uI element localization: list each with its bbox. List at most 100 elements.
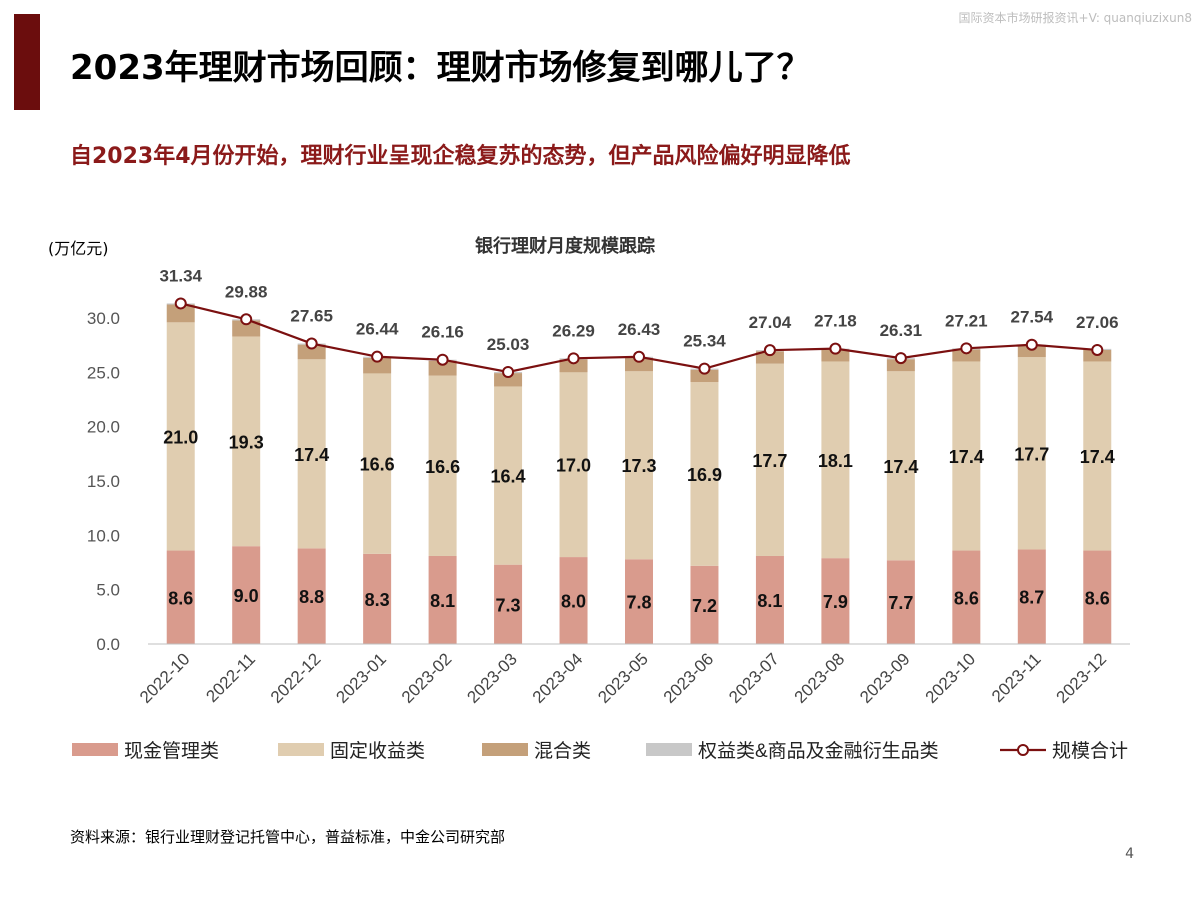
data-label-cash: 8.6 [168,588,193,608]
total-point [1025,338,1038,351]
data-label-total: 27.65 [290,307,333,326]
bar-segment-1 [428,555,457,644]
data-label-total: 27.18 [814,312,857,331]
data-label-cash: 7.8 [626,593,651,613]
data-label-fixed-income: 17.3 [621,456,656,476]
total-point [174,297,187,310]
title-accent-bar [14,14,40,110]
page-number: 4 [1125,846,1134,862]
bar-segment-2 [297,359,326,549]
bar-segment-1 [297,548,326,644]
y-tick-label: 25.0 [87,363,120,382]
data-label-fixed-income: 17.4 [883,457,918,477]
bar-segment-1 [690,565,719,644]
bar-segment-1 [559,557,588,644]
data-label-cash: 7.7 [888,593,913,613]
legend-label: 权益类&商品及金融衍生品类 [698,740,939,762]
bar-segment-2 [625,371,653,560]
bar-segment-1 [1017,549,1046,644]
x-tick-label: 2022-10 [136,649,194,707]
x-tick-label: 2023-03 [463,649,521,707]
legend-swatch [72,743,118,756]
x-tick-label: 2023-09 [856,649,914,707]
data-label-fixed-income: 16.9 [687,465,722,485]
y-tick-label: 20.0 [87,418,120,437]
total-point [829,342,842,355]
x-tick-label: 2023-12 [1053,649,1111,707]
bar-segment-2 [428,375,457,556]
total-point [371,350,384,363]
data-label-total: 27.06 [1076,313,1119,332]
data-label-total: 26.43 [618,320,661,339]
bar-segment-3 [690,369,719,383]
bar-segment-1 [166,550,195,644]
total-point [1091,343,1104,356]
data-label-cash: 8.0 [561,592,586,612]
legend-label: 规模合计 [1052,740,1128,762]
legend-label: 现金管理类 [124,740,219,762]
bar-segment-3 [494,373,523,387]
data-label-total: 25.34 [683,332,726,351]
legend-marker [1017,744,1029,756]
x-tick-label: 2023-02 [398,649,456,707]
bar-segment-1 [363,553,392,644]
data-label-cash: 7.2 [692,596,717,616]
total-point [240,313,253,326]
bar-segment-1 [821,558,850,644]
total-point [502,366,515,379]
x-tick-label: 2022-11 [202,649,259,706]
total-point [894,352,907,365]
data-label-total: 29.88 [225,282,268,301]
total-point [698,362,711,375]
bar-segment-2 [690,382,719,566]
bar-segment-3 [886,359,915,372]
bar-segment-3 [166,304,195,323]
bar-segment-1 [755,555,784,644]
x-tick-label: 2023-04 [529,649,587,707]
x-tick-label: 2022-12 [267,649,325,707]
bar-segment-1 [232,546,261,644]
total-point [436,353,449,366]
bar-segment-3 [297,344,326,360]
y-tick-label: 5.0 [96,581,120,600]
data-label-fixed-income: 16.6 [425,457,460,477]
data-label-fixed-income: 21.0 [163,427,198,447]
data-label-cash: 7.3 [496,595,521,615]
data-label-fixed-income: 17.7 [1014,444,1049,464]
bar-segment-2 [755,363,784,556]
bar-segment-2 [821,361,850,559]
data-label-fixed-income: 18.1 [818,451,853,471]
bar-segment-2 [363,373,392,554]
chart-title: 银行理财月度规模跟踪 [475,236,655,257]
data-label-total: 31.34 [159,266,202,285]
bar-segment-1 [625,559,653,644]
bar-segment-1 [886,560,915,644]
legend-swatch [482,743,528,756]
bar-segment-3 [952,349,981,362]
data-label-fixed-income: 19.3 [229,432,264,452]
data-label-fixed-income: 17.7 [752,451,787,471]
bar-segment-3 [232,320,261,337]
bar-segment-3 [428,360,457,376]
bar-segment-2 [166,322,195,551]
data-label-total: 25.03 [487,335,530,354]
bar-segment-3 [755,351,784,364]
data-label-cash: 7.9 [823,592,848,612]
source-note: 资料来源：银行业理财登记托管中心，普益标准，中金公司研究部 [70,828,506,846]
data-label-cash: 8.8 [299,587,324,607]
y-tick-label: 15.0 [87,472,120,491]
bar-segment-2 [1017,357,1046,550]
data-label-cash: 8.3 [365,590,390,610]
legend-swatch [646,743,692,756]
data-label-cash: 8.1 [430,591,455,611]
data-label-total: 27.21 [945,311,988,330]
x-tick-label: 2023-07 [725,649,783,707]
x-tick-label: 2023-10 [922,649,980,707]
data-label-cash: 8.1 [757,591,782,611]
total-point [567,352,580,365]
legend-label: 固定收益类 [330,740,425,762]
y-tick-label: 10.0 [87,526,120,545]
y-tick-label: 30.0 [87,309,120,328]
bar-segment-1 [494,564,523,644]
